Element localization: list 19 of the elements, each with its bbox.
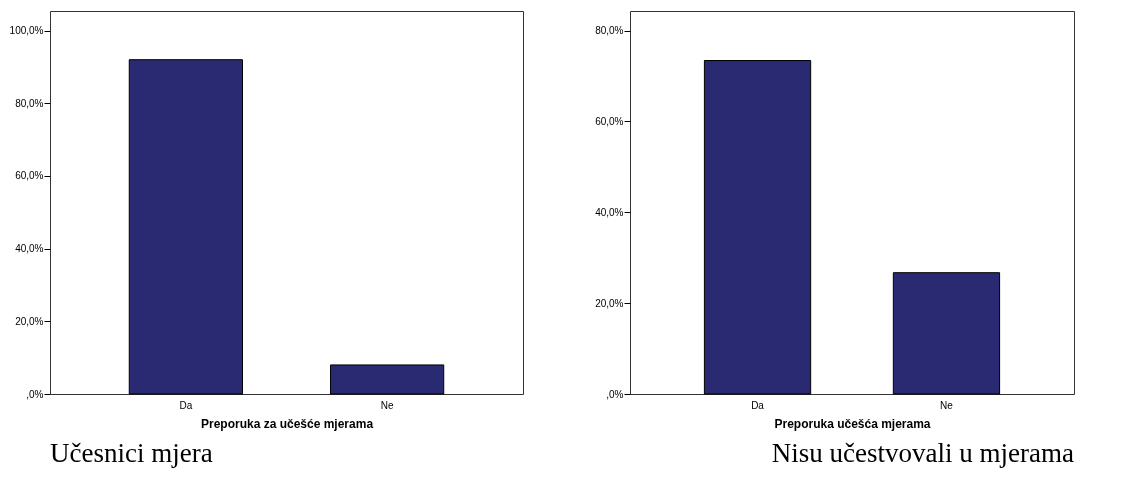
y-tick-label: 80,0% [15, 97, 44, 109]
y-tick-label: 60,0% [595, 115, 624, 127]
x-axis-title: Preporuka za učešće mjerama [200, 416, 374, 431]
y-tick-label: 80,0% [595, 25, 624, 37]
x-tick-label: Ne [380, 399, 394, 411]
y-tick-label: 20,0% [15, 315, 44, 327]
y-tick-label: 100,0% [9, 25, 44, 37]
y-tick-label: 40,0% [15, 243, 44, 255]
y-tick-label: ,0% [26, 388, 44, 400]
text: Nisu učestvovali u mjerama [771, 438, 1075, 468]
x-tick-label: Ne [940, 399, 954, 411]
y-tick-label: 40,0% [595, 206, 624, 218]
y-tick-label: 60,0% [15, 170, 44, 182]
text: Učesnici mjera [50, 438, 213, 468]
x-tick-label: Da [179, 399, 193, 411]
y-tick-label: ,0% [606, 388, 624, 400]
y-tick-label: 20,0% [595, 297, 624, 309]
x-axis-title: Preporuka učešća mjerama [774, 416, 931, 431]
x-tick-label: Da [751, 399, 765, 411]
